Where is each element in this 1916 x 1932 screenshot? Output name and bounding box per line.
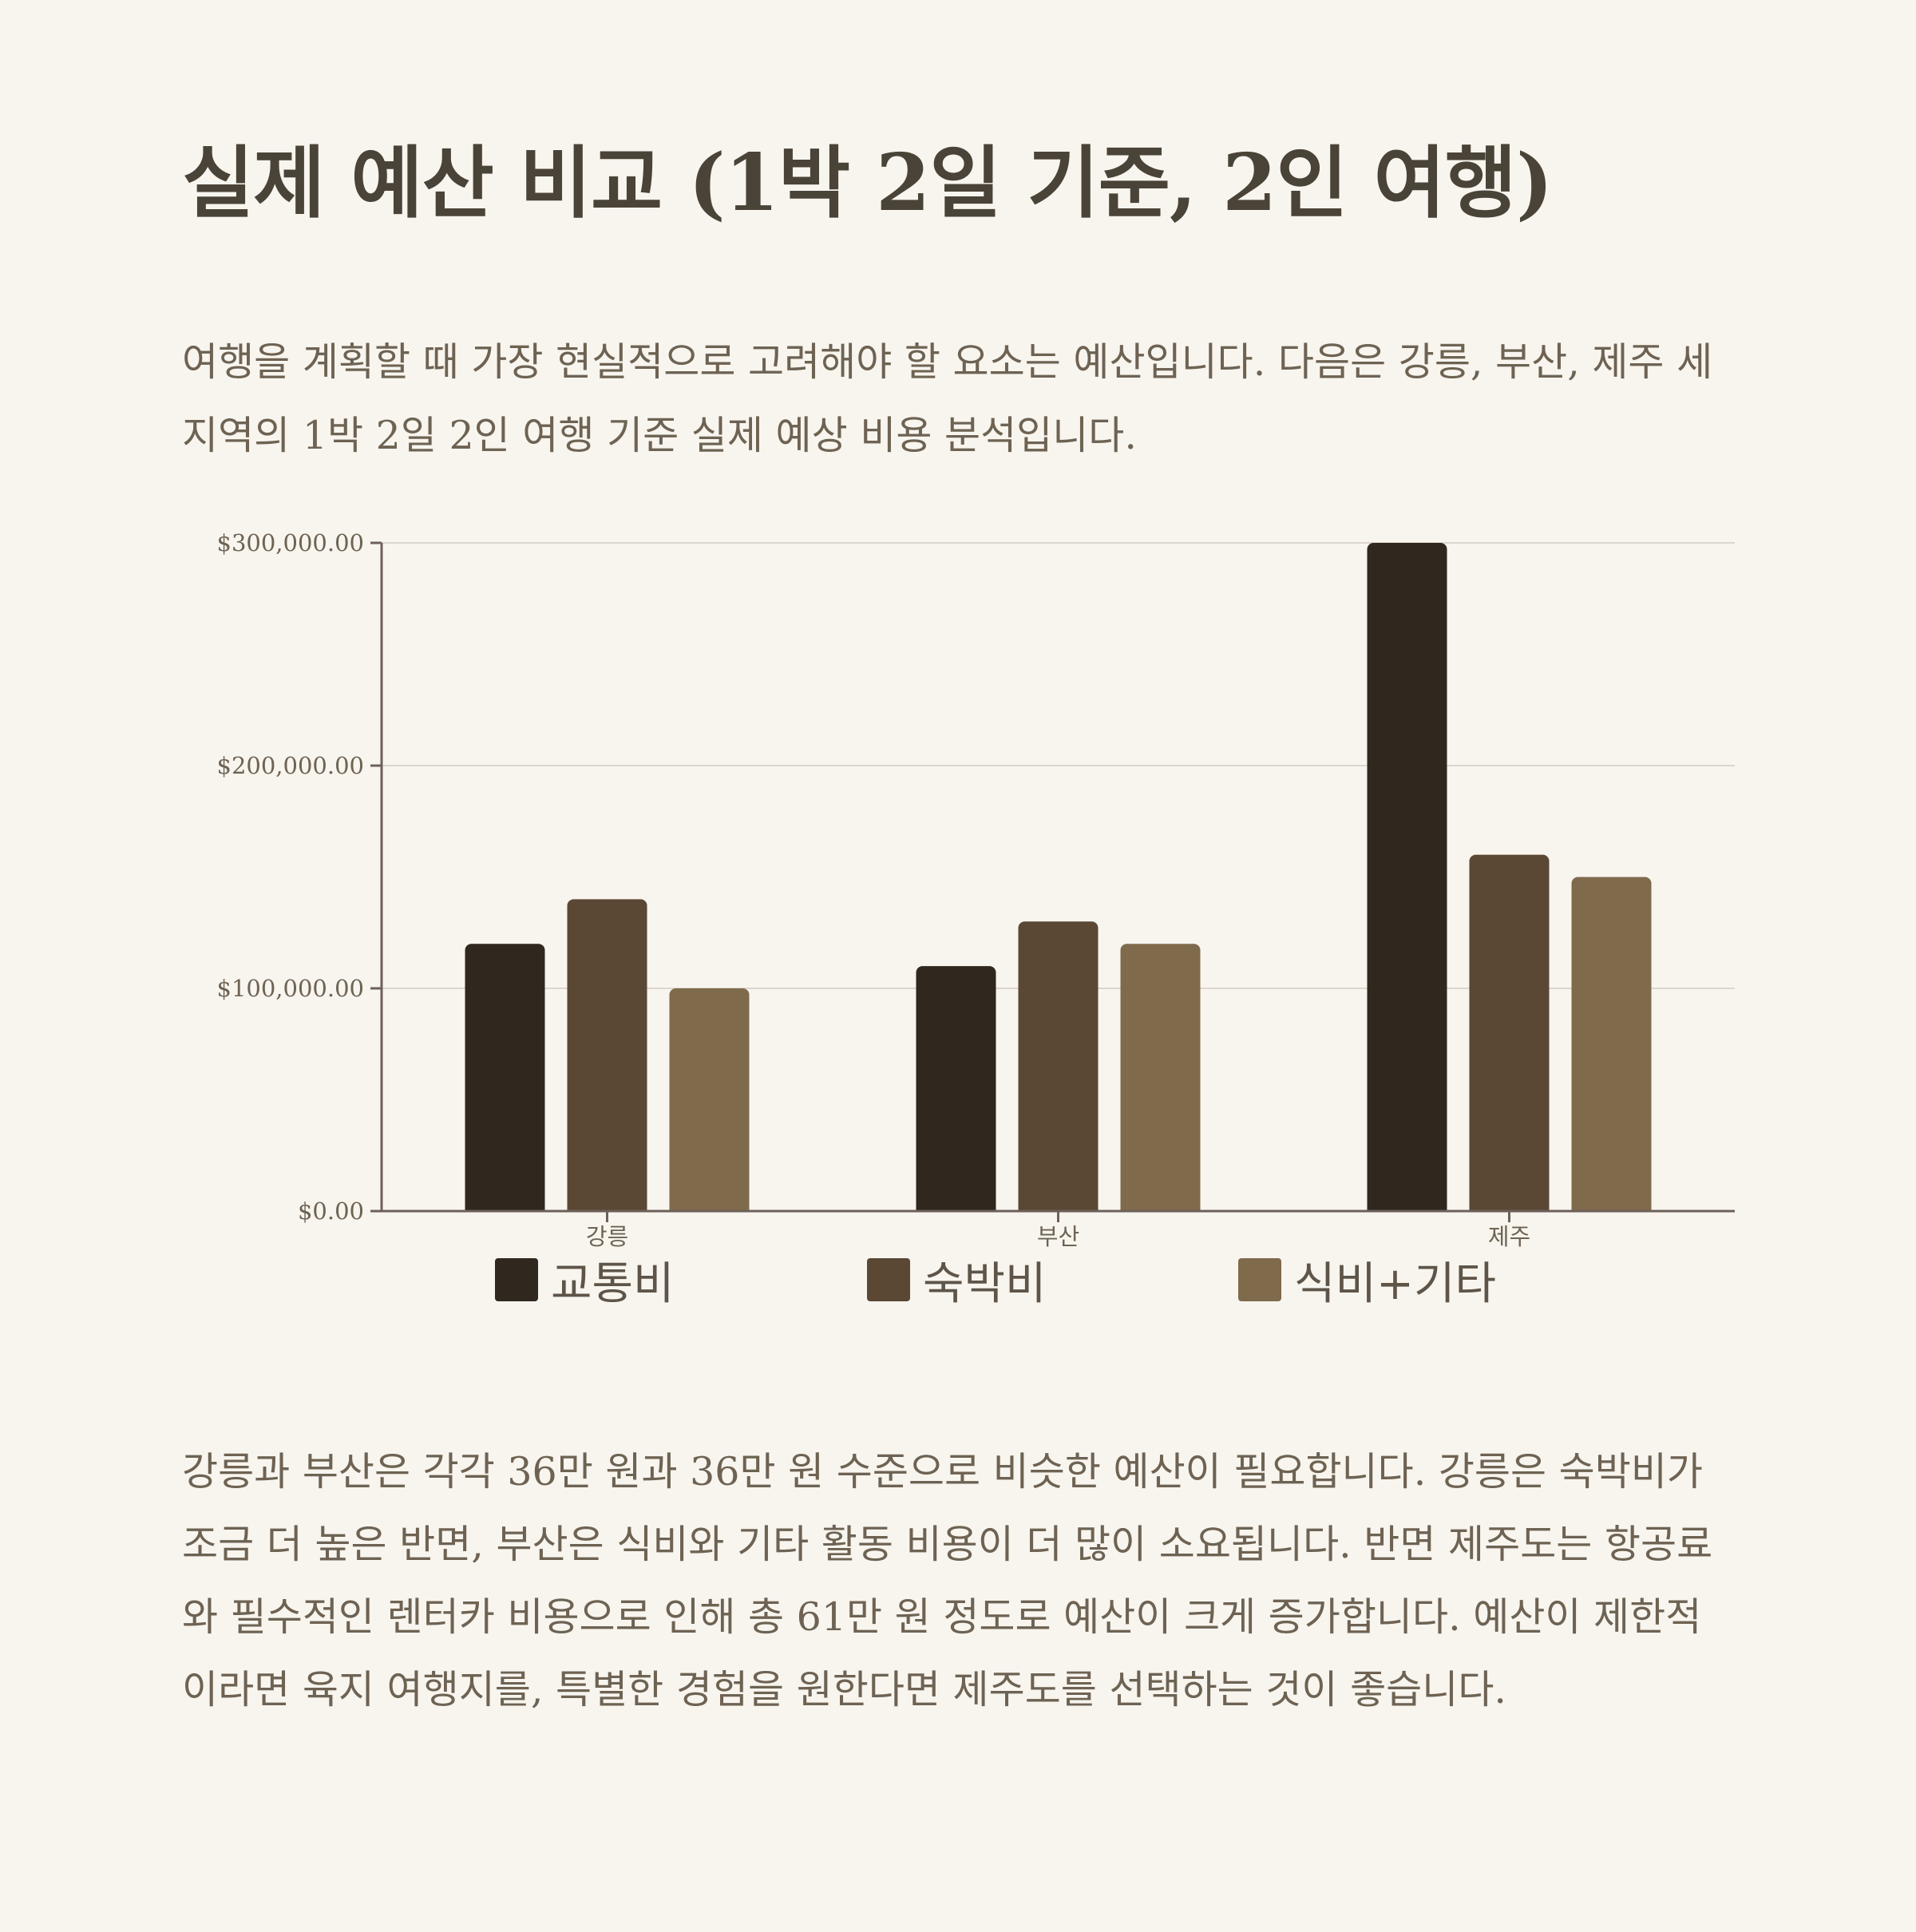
bar-제주-숙박비 [1469,854,1550,1211]
chart-legend: 교통비 숙박비 식비+기타 [182,1252,1779,1310]
legend-item: 숙박비 [867,1252,1047,1310]
bar-base [1018,1203,1099,1211]
legend-item: 식비+기타 [1238,1252,1496,1310]
x-tick-label: 부산 [1037,1223,1079,1250]
bar-부산-교통비 [916,966,996,1211]
bar-부산-식비+기타 [1120,944,1201,1211]
y-tick-label: $200,000.00 [217,752,365,779]
chart-svg: $0.00 $100,000.00 $200,000.00 $300,000.00 강릉… [217,529,1735,1250]
y-tick-label: $0.00 [298,1198,364,1225]
intro-paragraph: 여행을 계획할 때 가장 현실적으로 고려해야 할 요소는 예산입니다. 다음은… [182,339,1713,458]
bar-base [916,1203,996,1211]
bar-강릉-교통비 [465,944,545,1211]
legend-label: 숙박비 [923,1257,1047,1310]
bar-base [669,1203,750,1211]
legend-label: 식비+기타 [1294,1257,1497,1310]
bar-base [1367,1203,1447,1211]
bar-강릉-숙박비 [567,899,647,1211]
bar-제주-식비+기타 [1571,877,1652,1211]
legend-swatch [1238,1258,1281,1301]
bar-강릉-식비+기타 [669,988,750,1211]
bar-base [1120,1203,1201,1211]
bar-base [1571,1203,1652,1211]
x-tick-label: 강릉 [586,1223,628,1250]
legend-item: 교통비 [495,1252,675,1310]
bar-base [465,1203,545,1211]
budget-chart: $0.00 $100,000.00 $200,000.00 $300,000.00 강릉… [182,511,1779,1325]
y-tick-label: $300,000.00 [217,529,365,556]
summary-paragraph: 강릉과 부산은 각각 36만 원과 36만 원 수준으로 비슷한 예산이 필요합… [182,1449,1713,1712]
legend-label: 교통비 [551,1257,675,1310]
bar-제주-교통비 [1367,543,1447,1211]
legend-swatch [495,1258,538,1301]
y-tick-label: $100,000.00 [217,975,365,1002]
bar-base [1469,1203,1550,1211]
x-tick-label: 제주 [1488,1223,1530,1250]
legend-swatch [867,1258,910,1301]
bar-base [567,1203,647,1211]
bar-부산-숙박비 [1018,921,1099,1211]
page-title: 실제 예산 비교 (1박 2일 기준, 2인 여행) [182,137,1553,229]
